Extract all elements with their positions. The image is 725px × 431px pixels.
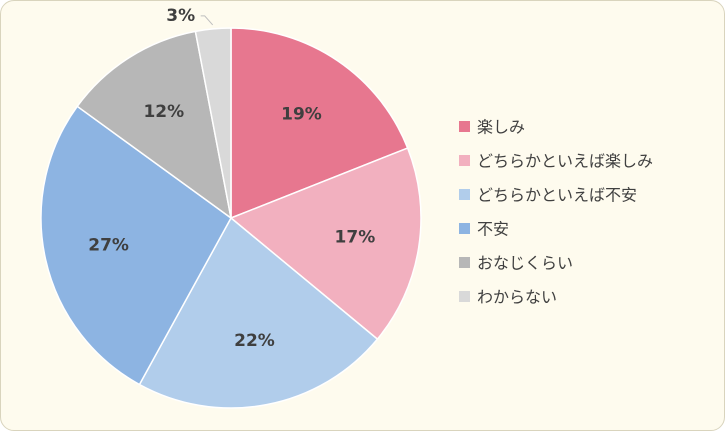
pie-slices: [40, 27, 422, 409]
legend-label: どちらかといえば不安: [477, 186, 637, 205]
pie-data-label: 27%: [88, 235, 129, 255]
pie-leader-line: [200, 15, 214, 26]
legend-swatch: [459, 257, 470, 268]
pie-slice: [194, 27, 232, 219]
legend-swatch: [459, 121, 470, 132]
pie-data-label: 3%: [166, 6, 195, 26]
pie-slice: [76, 30, 233, 220]
pie-data-label: 17%: [335, 228, 376, 248]
legend-label: 不安: [477, 220, 509, 239]
legend-swatch: [459, 291, 470, 302]
pie-slice: [40, 105, 232, 386]
pie-slice: [229, 147, 422, 341]
pie-slice: [230, 27, 409, 220]
pie-data-label: 19%: [281, 104, 322, 124]
pie-data-label: 12%: [143, 102, 184, 122]
legend-label: わからない: [477, 288, 557, 307]
pie-slice: [138, 216, 379, 409]
pie-data-labels: 19% 17% 22% 27% 12% 3%: [88, 6, 375, 351]
pie-data-label: 22%: [234, 331, 275, 351]
legend-swatch: [459, 223, 470, 234]
legend-label: おなじくらい: [477, 254, 573, 273]
legend-swatch: [459, 155, 470, 166]
legend-label: どちらかといえば楽しみ: [477, 152, 653, 171]
legend-swatch: [459, 189, 470, 200]
legend-label: 楽しみ: [477, 118, 525, 137]
